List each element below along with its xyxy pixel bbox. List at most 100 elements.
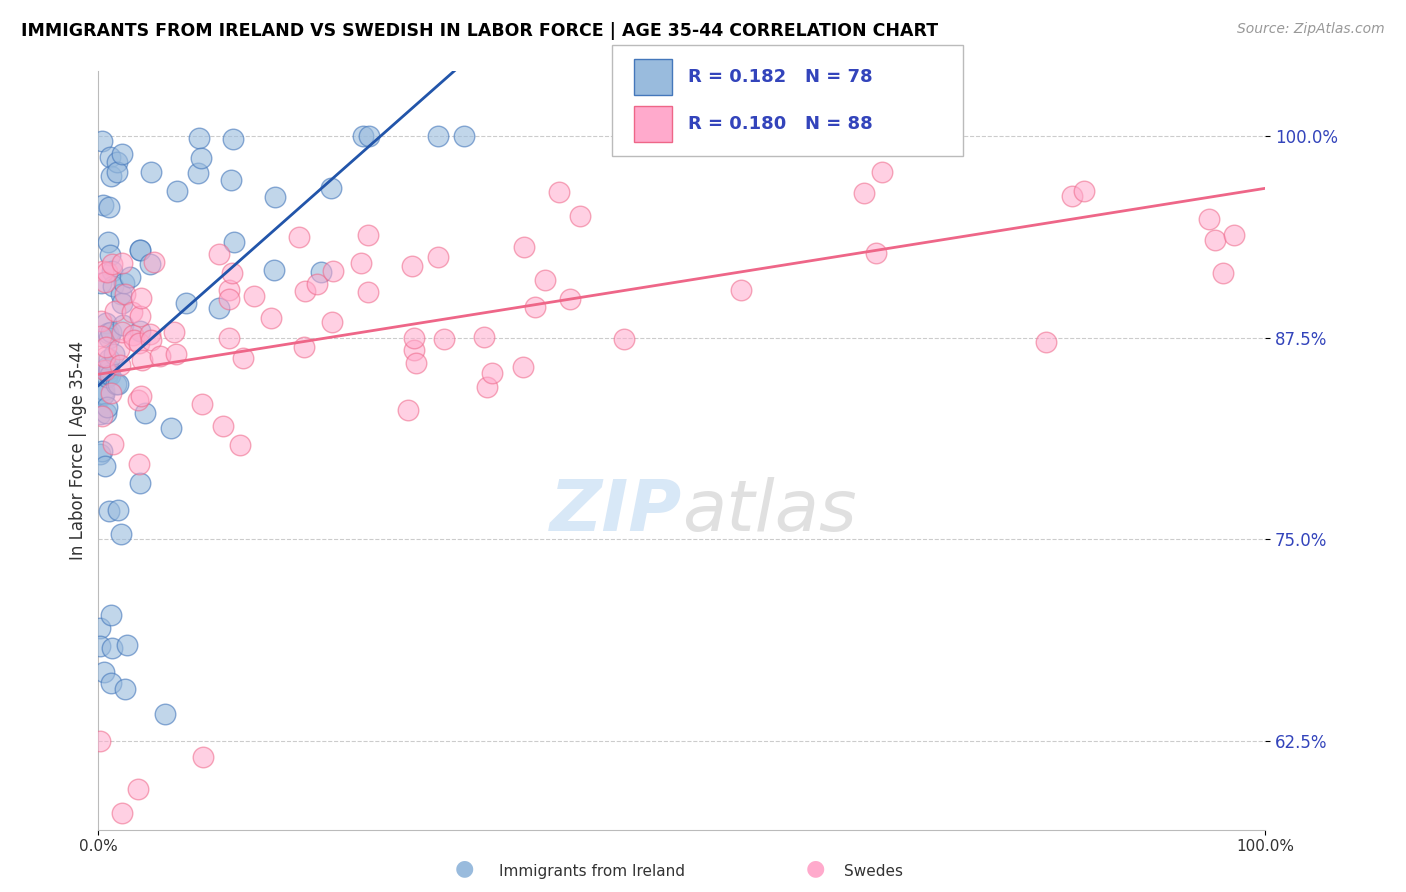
- Point: [1198, 212, 1220, 227]
- Point: [103, 347, 125, 361]
- Point: [90, 314, 112, 328]
- Point: [208, 247, 231, 261]
- Point: [852, 186, 875, 200]
- Point: [107, 342, 129, 356]
- Point: [129, 310, 152, 324]
- Text: R = 0.182   N = 78: R = 0.182 N = 78: [688, 68, 872, 86]
- Point: [100, 169, 122, 184]
- Point: [97, 235, 120, 249]
- Point: [91, 264, 114, 278]
- Point: [112, 276, 135, 290]
- Point: [96, 400, 118, 414]
- Point: [357, 285, 380, 299]
- Point: [97, 504, 120, 518]
- Point: [105, 376, 128, 391]
- Point: [110, 325, 132, 339]
- Point: [730, 283, 752, 297]
- Point: [322, 263, 344, 277]
- Point: [352, 128, 374, 143]
- Point: [222, 132, 245, 146]
- Point: [91, 198, 114, 212]
- Text: Swedes: Swedes: [844, 863, 903, 879]
- Point: [105, 155, 128, 169]
- Point: [134, 406, 156, 420]
- Point: [94, 316, 117, 330]
- Point: [93, 386, 115, 401]
- Text: Source: ZipAtlas.com: Source: ZipAtlas.com: [1237, 22, 1385, 37]
- Point: [357, 227, 380, 242]
- Point: [100, 675, 122, 690]
- Point: [127, 782, 149, 797]
- Point: [221, 266, 243, 280]
- Point: [91, 387, 114, 401]
- Y-axis label: In Labor Force | Age 35-44: In Labor Force | Age 35-44: [69, 341, 87, 560]
- Text: ●: ●: [806, 859, 825, 879]
- Point: [321, 314, 343, 328]
- Point: [104, 304, 127, 318]
- Point: [97, 326, 120, 340]
- Point: [212, 419, 235, 434]
- Point: [94, 459, 117, 474]
- Point: [131, 353, 153, 368]
- Point: [357, 128, 380, 143]
- Point: [166, 184, 188, 198]
- Point: [90, 276, 112, 290]
- Point: [513, 239, 536, 253]
- Point: [129, 475, 152, 490]
- Point: [1212, 266, 1234, 280]
- Point: [129, 325, 152, 339]
- Text: IMMIGRANTS FROM IRELAND VS SWEDISH IN LABOR FORCE | AGE 35-44 CORRELATION CHART: IMMIGRANTS FROM IRELAND VS SWEDISH IN LA…: [21, 22, 938, 40]
- Point: [100, 385, 122, 400]
- Point: [93, 383, 115, 397]
- Point: [174, 296, 197, 310]
- Text: ZIP: ZIP: [550, 476, 682, 546]
- Point: [188, 130, 211, 145]
- Point: [404, 331, 426, 345]
- Point: [110, 256, 132, 270]
- Point: [110, 287, 132, 301]
- Point: [292, 341, 315, 355]
- Point: [547, 186, 569, 200]
- Point: [89, 734, 111, 748]
- Point: [111, 806, 134, 821]
- Point: [475, 380, 498, 394]
- Point: [101, 257, 124, 271]
- Point: [288, 230, 311, 244]
- Point: [1073, 184, 1095, 198]
- Point: [120, 270, 142, 285]
- Point: [243, 289, 266, 303]
- Point: [105, 165, 128, 179]
- Point: [401, 260, 423, 274]
- Point: [190, 151, 212, 165]
- Point: [97, 366, 120, 380]
- Point: [96, 370, 118, 384]
- Point: [163, 326, 186, 340]
- Point: [222, 235, 245, 249]
- Point: [96, 265, 118, 279]
- Point: [96, 359, 118, 374]
- Point: [405, 356, 427, 370]
- Point: [111, 296, 134, 310]
- Point: [426, 128, 449, 143]
- Point: [128, 243, 150, 257]
- Point: [111, 318, 134, 333]
- Point: [89, 407, 111, 421]
- Point: [98, 352, 121, 367]
- Point: [101, 264, 124, 278]
- Point: [218, 331, 240, 345]
- Text: ●: ●: [454, 859, 474, 879]
- Point: [97, 361, 120, 376]
- Point: [98, 248, 121, 262]
- Point: [90, 444, 112, 458]
- Text: atlas: atlas: [682, 476, 856, 546]
- Point: [524, 300, 547, 314]
- Point: [141, 333, 163, 347]
- Point: [100, 326, 122, 340]
- Point: [865, 246, 887, 260]
- Point: [221, 173, 243, 187]
- Point: [101, 436, 124, 450]
- Point: [107, 503, 129, 517]
- Point: [114, 682, 136, 697]
- Point: [110, 526, 132, 541]
- Point: [453, 128, 475, 143]
